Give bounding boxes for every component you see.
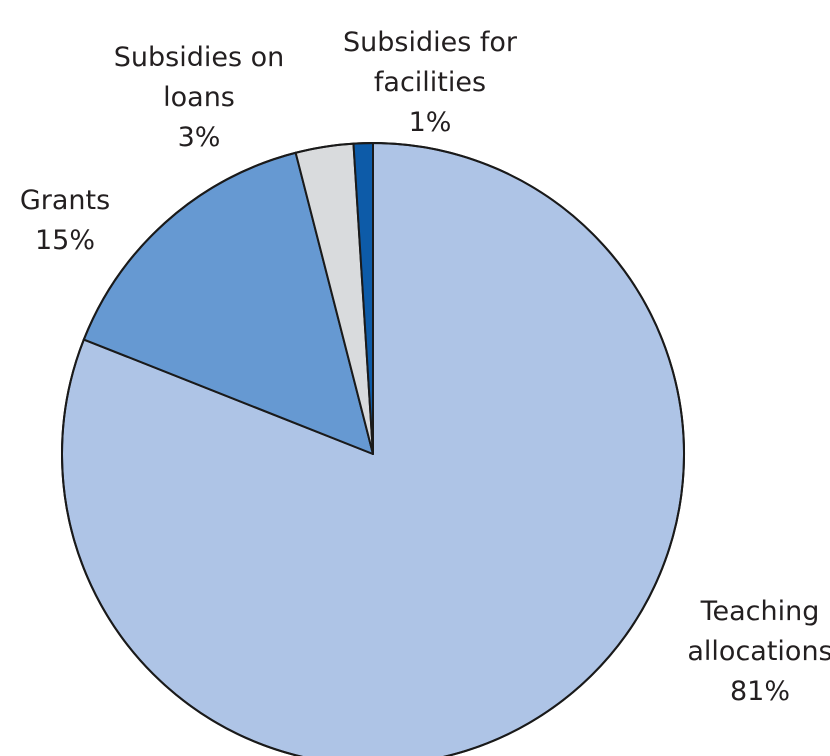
slice-percent: 15% — [35, 225, 95, 256]
pie-slices — [60, 141, 685, 756]
slice-label-grants: Grants 15% — [20, 185, 110, 256]
pie-outline — [61, 142, 685, 756]
slice-name-line: allocations — [687, 636, 830, 667]
slice-name-line: facilities — [374, 67, 486, 98]
slice-percent: 1% — [409, 107, 452, 138]
slice-percent: 81% — [730, 676, 790, 707]
slice-name-line: loans — [163, 82, 235, 113]
slice-name-line: Teaching — [700, 596, 820, 627]
slice-label-subsidies-for-facilities: Subsidies for facilities 1% — [343, 27, 518, 138]
slice-label-subsidies-on-loans: Subsidies on loans 3% — [114, 42, 285, 153]
slice-name-line: Subsidies for — [343, 27, 518, 58]
slice-label-teaching-allocations: Teaching allocations 81% — [687, 596, 830, 707]
slice-percent: 3% — [178, 122, 221, 153]
slice-name-line: Grants — [20, 185, 110, 216]
pie-labels: Teaching allocations 81% Grants 15% Subsidies… — [20, 27, 830, 707]
slice-name-line: Subsidies on — [114, 42, 285, 73]
